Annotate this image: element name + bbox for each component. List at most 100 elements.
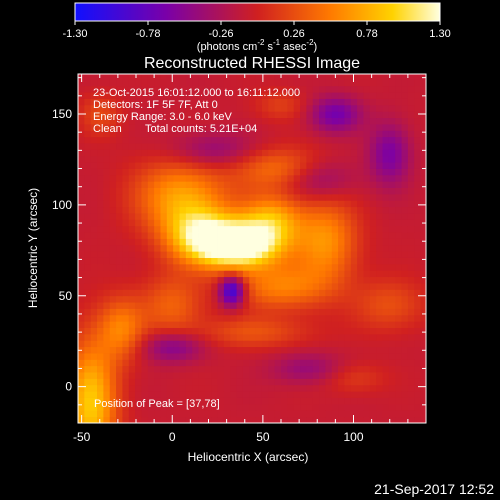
heatmap-cell [179,333,187,341]
heatmap-cell [357,289,364,297]
heatmap-cell [420,372,426,379]
heatmap-cell [154,117,161,125]
heatmap-cell [90,289,98,297]
heatmap-cell [414,314,421,322]
heatmap-cell [420,283,426,290]
heatmap-cell [90,136,98,144]
heatmap-cell [249,74,257,80]
heatmap-cell [90,111,98,119]
heatmap-cell [407,359,415,367]
heatmap-cell [103,181,111,188]
heatmap-cell [97,232,104,239]
colorbar-tick-label: 0.26 [283,28,304,40]
heatmap-cell [242,232,250,239]
heatmap-cell [268,168,276,176]
heatmap-cell [268,74,276,80]
heatmap-cell [223,117,231,125]
heatmap-cell [325,295,333,303]
heatmap-cell [84,251,92,258]
heatmap-cell [300,251,307,258]
heatmap-cell [261,238,269,246]
heatmap-cell [84,365,92,373]
heatmap-cell [135,378,142,386]
heatmap-cell [274,92,282,99]
heatmap-cell [369,365,377,373]
heatmap-cell [395,162,402,169]
heatmap-cell [90,365,98,373]
heatmap-cell [261,365,269,373]
heatmap-cell [344,416,352,423]
heatmap-cell [331,353,339,360]
heatmap-cell [179,314,187,322]
heatmap-cell [103,244,111,252]
heatmap-cell [306,162,314,169]
heatmap-cell [211,174,218,182]
heatmap-cell [300,162,307,169]
heatmap-cell [147,162,155,169]
heatmap-cell [78,295,85,303]
heatmap-cell [90,384,98,392]
heatmap-cell [338,143,345,150]
heatmap-cell [287,340,295,348]
heatmap-cell [122,353,130,360]
heatmap-cell [401,238,409,246]
heatmap-cell [90,403,98,411]
heatmap-cell [211,162,218,169]
heatmap-cell [230,123,237,131]
heatmap-cell [198,244,206,252]
heatmap-cell [185,391,193,398]
heatmap-cell [255,136,263,144]
heatmap-cell [141,104,149,112]
heatmap-cell [242,391,250,398]
heatmap-cell [211,378,218,386]
heatmap-cell [160,353,168,360]
heatmap-cell [312,130,320,138]
heatmap-cell [185,219,193,227]
heatmap-cell [261,232,269,239]
heatmap-cell [141,162,149,169]
heatmap-cell [217,397,225,405]
heatmap-cell [319,416,326,423]
heatmap-cell [211,149,218,157]
heatmap-cell [281,359,288,367]
heatmap-cell [236,263,244,271]
heatmap-cell [274,155,282,163]
heatmap-cell [255,327,263,335]
heatmap-cell [319,232,326,239]
heatmap-cell [369,295,377,303]
heatmap-cell [401,321,409,328]
heatmap-cell [388,308,396,316]
heatmap-cell [211,130,218,138]
heatmap-cell [116,263,123,271]
heatmap-cell [287,79,295,87]
heatmap-cell [103,162,111,169]
heatmap-cell [420,136,426,144]
heatmap-cell [388,378,396,386]
heatmap-cell [261,416,269,423]
heatmap-cell [274,353,282,360]
heatmap-cell [236,104,244,112]
heatmap-cell [97,359,104,367]
heatmap-cell [414,200,421,208]
heatmap-cell [319,410,326,418]
heatmap-cell [357,79,364,87]
heatmap-cell [331,193,339,201]
heatmap-cell [312,162,320,169]
heatmap-cell [300,270,307,278]
heatmap-cell [369,92,377,99]
heatmap-cell [306,340,314,348]
heatmap-cell [166,130,174,138]
heatmap-cell [242,130,250,138]
heatmap-cell [211,410,218,418]
heatmap-cell [116,416,123,423]
heatmap-cell [192,162,199,169]
heatmap-cell [109,333,117,341]
heatmap-cell [395,174,402,182]
heatmap-cell [268,391,276,398]
heatmap-cell [179,353,187,360]
heatmap-cell [268,346,276,354]
heatmap-cell [217,308,225,316]
heatmap-cell [255,98,263,106]
heatmap-cell [242,143,250,150]
heatmap-cell [306,302,314,309]
